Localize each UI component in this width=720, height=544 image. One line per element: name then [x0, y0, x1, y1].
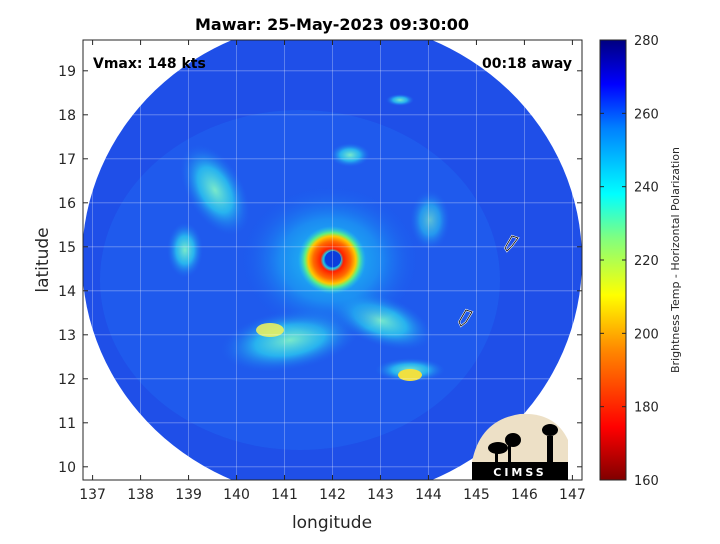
- colorbar-tick-label: 180: [634, 401, 659, 416]
- storm-eye: [325, 251, 341, 267]
- logo-text: CIMSS: [493, 466, 546, 479]
- y-axis-ticks: 10 11 12 13 14 15 16 17 18 19: [58, 64, 582, 476]
- y-tick-label: 13: [58, 328, 76, 344]
- x-tick-label: 137: [79, 487, 106, 503]
- vmax-annotation: Vmax: 148 kts: [93, 56, 206, 72]
- colorbar: [599, 39, 627, 481]
- y-axis-label: latitude: [33, 227, 53, 292]
- x-tick-label: 142: [319, 487, 346, 503]
- x-tick-label: 147: [559, 487, 586, 503]
- y-tick-label: 12: [58, 372, 76, 388]
- x-tick-label: 144: [415, 487, 442, 503]
- y-tick-label: 11: [58, 416, 76, 432]
- x-axis-label: longitude: [292, 513, 372, 533]
- y-tick-label: 19: [58, 64, 76, 80]
- colorbar-tick-label: 240: [634, 181, 659, 196]
- plot-frame: [82, 39, 583, 481]
- colorbar-tick-label: 280: [634, 34, 659, 49]
- chart-title: Mawar: 25-May-2023 09:30:00: [195, 15, 469, 34]
- x-tick-label: 143: [367, 487, 394, 503]
- x-tick-label: 140: [223, 487, 250, 503]
- y-tick-label: 17: [58, 152, 76, 168]
- x-axis-ticks: 137 138 139 140 141 142 143 144 145 146 147: [79, 40, 586, 503]
- x-tick-label: 138: [127, 487, 154, 503]
- y-tick-label: 18: [58, 108, 76, 124]
- x-tick-label: 139: [175, 487, 202, 503]
- colorbar-tick-label: 220: [634, 254, 659, 269]
- y-tick-label: 16: [58, 196, 76, 212]
- colorbar-tick-label: 200: [634, 327, 659, 342]
- brightness-temperature-swath: [83, 40, 582, 480]
- colorbar-ticks: 160 180 200 220 240 260 280: [600, 34, 659, 489]
- y-tick-label: 14: [58, 284, 76, 300]
- x-tick-label: 141: [271, 487, 298, 503]
- x-tick-label: 145: [463, 487, 490, 503]
- colorbar-tick-label: 160: [634, 474, 659, 489]
- colorbar-tick-label: 260: [634, 107, 659, 122]
- y-tick-label: 15: [58, 240, 76, 256]
- x-tick-label: 146: [511, 487, 538, 503]
- y-tick-label: 10: [58, 460, 76, 476]
- colorbar-label: Brightness Temp - Horizontal Polarizatio…: [669, 147, 682, 373]
- cimss-logo: CIMSS: [472, 413, 568, 480]
- time-away-annotation: 00:18 away: [482, 56, 572, 72]
